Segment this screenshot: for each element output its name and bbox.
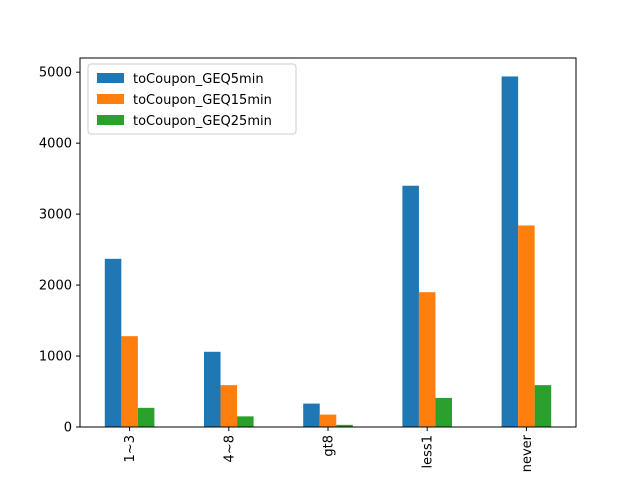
x-tick-label: gt8 — [322, 435, 337, 457]
legend-swatch — [97, 115, 124, 125]
x-axis: 1~3 4~8 gt8 less1 never — [123, 427, 535, 472]
legend-swatch — [97, 73, 124, 83]
legend-box — [87, 63, 297, 135]
y-tick-label: 3000 — [39, 208, 72, 223]
bar — [137, 407, 155, 427]
y-tick-label: 1000 — [39, 350, 72, 365]
bar — [518, 225, 535, 427]
y-tick-label: 2000 — [39, 279, 72, 294]
plot-frame — [79, 57, 577, 428]
legend-swatch — [97, 94, 124, 104]
x-tick-label: never — [520, 434, 535, 472]
y-axis: 0 1000 2000 3000 4000 5000 — [39, 66, 80, 436]
legend-label: toCoupon_GEQ25min — [133, 114, 272, 129]
y-tick-label: 4000 — [39, 137, 72, 152]
bar — [319, 414, 337, 427]
bar — [204, 351, 221, 427]
bars-group — [104, 76, 552, 427]
bar — [104, 258, 122, 427]
bar — [303, 403, 320, 427]
y-tick-label: 0 — [64, 421, 72, 436]
y-tick-label: 5000 — [39, 66, 72, 81]
bar — [220, 385, 238, 427]
legend-label: toCoupon_GEQ15min — [133, 93, 272, 108]
bar — [336, 424, 353, 427]
bar — [237, 416, 254, 427]
x-tick-label: 1~3 — [123, 435, 138, 462]
x-tick-label: 4~8 — [222, 435, 237, 462]
legend: toCoupon_GEQ5min toCoupon_GEQ15min toCoupo… — [87, 63, 297, 135]
bar — [501, 76, 519, 427]
bar — [402, 185, 419, 427]
x-tick-label: less1 — [421, 435, 436, 468]
bar — [121, 336, 138, 427]
bar — [435, 397, 452, 427]
bar — [534, 385, 552, 427]
legend-label: toCoupon_GEQ5min — [133, 72, 264, 87]
bar — [418, 292, 436, 427]
